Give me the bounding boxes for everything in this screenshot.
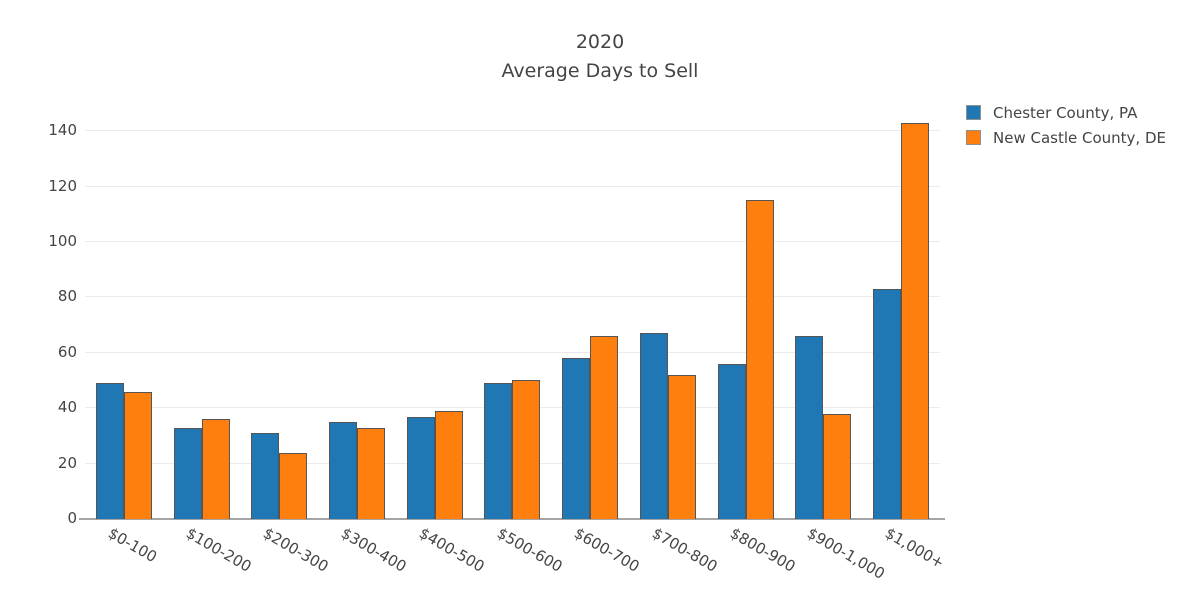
bar-group-8	[707, 100, 785, 519]
bar-series1-5[interactable]	[512, 380, 541, 519]
y-tick-label-40: 40	[57, 398, 77, 417]
x-tick-label-9: $900-1,000	[804, 524, 889, 583]
bar-series0-2[interactable]	[251, 433, 280, 519]
bar-series1-8[interactable]	[745, 200, 774, 519]
chart-title-line-2: Average Days to Sell	[501, 60, 699, 82]
bar-series1-1[interactable]	[201, 419, 230, 519]
legend-swatch-icon	[966, 105, 981, 120]
bar-series0-0[interactable]	[95, 383, 124, 519]
chart-title-line-1: 2020	[575, 31, 625, 53]
bar-group-5	[474, 100, 552, 519]
y-tick-label-120: 120	[48, 176, 77, 195]
bar-group-9	[785, 100, 863, 519]
y-tick-label-60: 60	[57, 342, 77, 361]
bar-series1-7[interactable]	[667, 375, 696, 519]
bar-series0-4[interactable]	[406, 417, 435, 519]
bar-group-3	[318, 100, 396, 519]
y-axis: 0 20 40 60 80 100 120 140	[0, 100, 77, 527]
gridline-100	[85, 241, 940, 242]
bar-group-2	[240, 100, 318, 519]
x-tick-label-3: $300-400	[338, 524, 410, 576]
gridline-140	[85, 130, 940, 132]
legend-swatch-icon	[966, 130, 981, 145]
y-tick-label-100: 100	[48, 232, 77, 250]
x-tick-label-7: $700-800	[648, 524, 721, 576]
bar-series1-0[interactable]	[123, 392, 152, 519]
x-tick-label-4: $400-500	[415, 524, 488, 576]
bar-group-1	[163, 100, 241, 519]
bar-series1-9[interactable]	[823, 414, 852, 519]
bar-series1-6[interactable]	[590, 336, 619, 519]
y-tick-label-140: 140	[48, 121, 77, 140]
bar-series0-3[interactable]	[329, 422, 358, 519]
x-tick-label-6: $600-700	[571, 524, 643, 576]
x-axis-line	[79, 518, 945, 520]
y-tick-label-20: 20	[57, 453, 77, 472]
plot-area	[79, 100, 945, 520]
x-tick-label-0: $0-100	[104, 524, 160, 567]
y-tick-label-80: 80	[57, 287, 77, 306]
bar-series1-10[interactable]	[901, 123, 930, 519]
bar-group-4	[396, 100, 474, 519]
x-tick-label-8: $800-900	[726, 524, 799, 576]
bar-series0-5[interactable]	[484, 383, 513, 519]
gridline-120	[85, 185, 940, 187]
bar-group-7	[629, 100, 707, 519]
gridline-60	[85, 351, 940, 353]
bar-series0-1[interactable]	[173, 428, 202, 519]
x-tick-label-10: $1,000+	[882, 524, 948, 573]
chart-title: 2020 Average Days to Sell	[0, 28, 1200, 86]
x-tick-label-5: $500-600	[493, 524, 566, 576]
bar-series0-7[interactable]	[639, 333, 668, 519]
bar-series0-10[interactable]	[873, 289, 902, 519]
y-tick-label-0: 0	[67, 509, 77, 527]
legend-item-0[interactable]: Chester County, PA	[966, 103, 1166, 122]
bar-group-10	[862, 100, 940, 519]
legend-item-1[interactable]: New Castle County, DE	[966, 128, 1166, 147]
legend-label-0: Chester County, PA	[993, 103, 1138, 122]
bar-series0-8[interactable]	[717, 364, 746, 519]
bar-series0-6[interactable]	[562, 358, 591, 519]
bar-series1-2[interactable]	[279, 453, 308, 519]
bar-series0-9[interactable]	[795, 336, 824, 519]
bar-group-0	[85, 100, 163, 519]
x-tick-label-2: $200-300	[260, 524, 332, 576]
bar-series1-3[interactable]	[357, 428, 386, 519]
legend-label-1: New Castle County, DE	[993, 128, 1166, 147]
legend: Chester County, PA New Castle County, DE	[966, 104, 1166, 154]
gridline-80	[85, 296, 940, 298]
bar-series1-4[interactable]	[434, 411, 463, 519]
x-tick-label-1: $100-200	[182, 524, 255, 576]
bar-group-6	[551, 100, 629, 519]
